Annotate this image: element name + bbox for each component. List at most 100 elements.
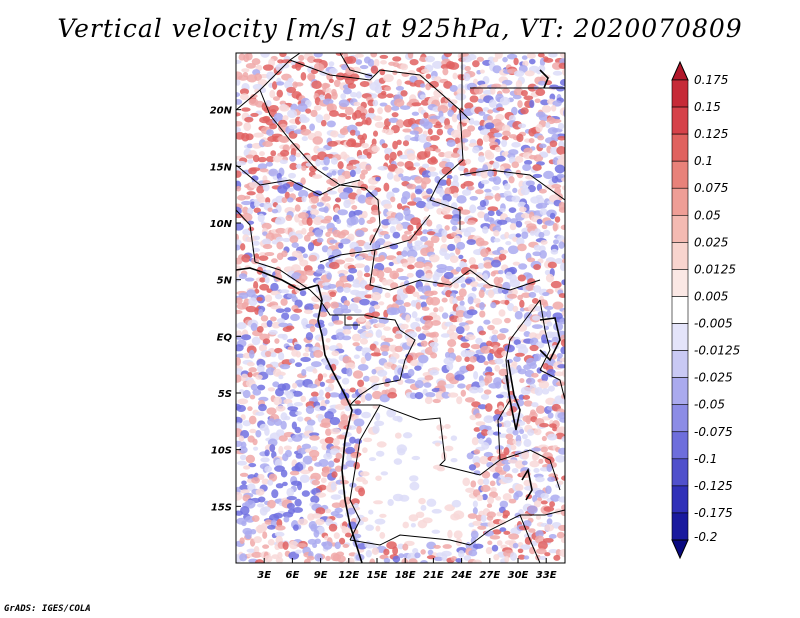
field-cell bbox=[371, 242, 380, 251]
field-cell bbox=[411, 102, 422, 107]
field-cell bbox=[334, 465, 343, 472]
field-cell bbox=[278, 374, 284, 380]
field-cell bbox=[517, 123, 527, 129]
field-cell bbox=[430, 320, 441, 326]
field-cell bbox=[259, 283, 270, 291]
field-cell bbox=[241, 200, 252, 206]
field-cell bbox=[255, 524, 267, 534]
field-cell bbox=[510, 552, 518, 561]
field-cell bbox=[291, 390, 303, 397]
field-cell bbox=[281, 382, 291, 391]
field-cell bbox=[410, 523, 416, 528]
field-cell bbox=[361, 142, 369, 149]
field-cell bbox=[499, 96, 511, 106]
field-cell bbox=[441, 229, 448, 238]
field-cell bbox=[554, 257, 564, 264]
field-cell bbox=[354, 53, 364, 58]
field-cell bbox=[397, 275, 409, 281]
field-cell bbox=[296, 481, 303, 491]
field-cell bbox=[424, 55, 436, 63]
field-cell bbox=[309, 214, 316, 219]
field-cell bbox=[481, 442, 490, 450]
field-cell bbox=[288, 540, 299, 550]
field-cell bbox=[313, 105, 322, 111]
field-cell bbox=[515, 440, 522, 447]
field-cell bbox=[477, 155, 486, 163]
field-cell bbox=[441, 235, 447, 243]
field-cell bbox=[279, 289, 290, 294]
field-cell bbox=[533, 353, 542, 362]
field-cell bbox=[374, 518, 386, 525]
field-cell bbox=[239, 553, 248, 562]
field-cell bbox=[464, 278, 473, 284]
field-cell bbox=[239, 472, 249, 477]
field-cell bbox=[413, 162, 421, 167]
field-cell bbox=[556, 146, 565, 155]
field-cell bbox=[309, 449, 320, 458]
field-cell bbox=[244, 277, 255, 282]
field-cell bbox=[455, 266, 462, 272]
field-cell bbox=[541, 388, 550, 395]
field-cell bbox=[414, 365, 422, 371]
field-cell bbox=[550, 280, 562, 289]
x-tick-label: 30E bbox=[508, 570, 529, 581]
field-cell bbox=[528, 528, 536, 533]
field-cell bbox=[301, 443, 312, 450]
field-cell bbox=[514, 490, 523, 498]
field-cell bbox=[251, 477, 260, 484]
field-cell bbox=[404, 378, 416, 384]
field-cell bbox=[352, 321, 359, 330]
field-cell bbox=[328, 61, 335, 67]
field-cell bbox=[365, 117, 372, 126]
map-title: Vertical velocity [m/s] at 925hPa, VT: 2… bbox=[57, 14, 743, 43]
field-cell bbox=[386, 172, 394, 180]
field-cell bbox=[352, 283, 362, 288]
field-cell bbox=[305, 270, 316, 276]
field-cell bbox=[455, 310, 466, 318]
field-cell bbox=[309, 165, 318, 173]
field-cell bbox=[363, 437, 373, 443]
field-cell bbox=[273, 418, 283, 426]
field-cell bbox=[538, 188, 547, 194]
field-cell bbox=[372, 404, 379, 409]
field-cell bbox=[336, 218, 342, 224]
field-cell bbox=[253, 132, 264, 138]
field-cell bbox=[293, 182, 304, 191]
field-cell bbox=[388, 217, 399, 225]
field-cell bbox=[248, 349, 255, 359]
field-cell bbox=[495, 496, 502, 501]
field-cell bbox=[424, 320, 434, 329]
field-cell bbox=[259, 168, 269, 173]
field-cell bbox=[506, 53, 518, 60]
field-cell bbox=[391, 187, 400, 193]
field-cell bbox=[507, 245, 519, 255]
field-cell bbox=[532, 315, 541, 321]
field-cell bbox=[499, 249, 509, 255]
field-cell bbox=[517, 548, 524, 554]
field-cell bbox=[336, 231, 346, 239]
field-cell bbox=[276, 89, 284, 98]
field-cell bbox=[559, 78, 565, 87]
field-cell bbox=[433, 123, 443, 129]
field-cell bbox=[339, 191, 350, 200]
field-cell bbox=[337, 174, 346, 184]
field-cell bbox=[236, 491, 243, 501]
field-cell bbox=[517, 554, 526, 560]
field-cell bbox=[483, 319, 491, 325]
field-cell bbox=[375, 412, 381, 421]
field-cell bbox=[491, 318, 503, 325]
y-tick-label: 5N bbox=[217, 276, 233, 287]
field-cell bbox=[557, 412, 565, 420]
field-cell bbox=[351, 393, 357, 399]
field-cell bbox=[271, 208, 279, 214]
field-cell bbox=[353, 461, 361, 470]
field-cell bbox=[281, 250, 288, 258]
field-cell bbox=[377, 165, 389, 171]
field-cell bbox=[323, 301, 331, 309]
field-cell bbox=[325, 231, 331, 238]
field-cell bbox=[509, 218, 519, 224]
field-cell bbox=[383, 233, 391, 240]
field-cell bbox=[466, 239, 477, 245]
field-cell bbox=[479, 240, 489, 246]
field-cell bbox=[276, 318, 286, 324]
